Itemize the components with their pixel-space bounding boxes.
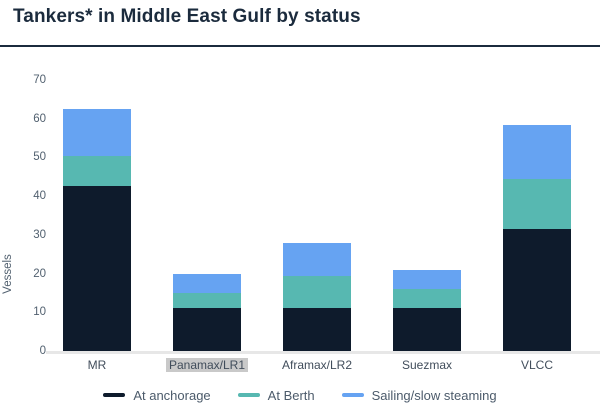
bar-segment [173,273,241,293]
page-title: Tankers* in Middle East Gulf by status [13,6,361,27]
bar-segment [393,308,461,351]
bar-segment [503,178,571,230]
y-axis-tick: 40 [33,190,46,203]
bar-segment [283,308,351,351]
bar-segment [63,109,131,156]
y-axis-tick: 50 [33,151,46,164]
x-axis-labels: MR Panamax/LR1 Aframax/LR2 Suezmax VLCC [55,357,595,373]
stacked-bar-chart: Vessels 0 10 20 30 40 50 60 70 MR Panamax/LR1 Afr… [0,60,600,380]
bar-segment [63,155,131,187]
plot-area [55,80,595,351]
legend-label: At anchorage [133,387,211,403]
legend-swatch-icon [103,393,126,397]
y-axis-tick: 10 [33,306,46,319]
bar-group [63,109,131,351]
x-axis-baseline [46,351,600,354]
y-axis-tick: 30 [33,228,46,241]
x-axis-label: Suezmax [401,358,453,372]
y-axis-tick: 60 [33,112,46,125]
x-axis-label: MR [87,358,107,372]
y-axis-tick: 0 [39,345,46,357]
legend-swatch-icon [237,393,260,397]
bar-group [173,273,241,351]
x-axis-label: Panamax/LR1 [152,357,262,373]
bar-segment [393,289,461,309]
chart-legend: At anchorage At Berth Sailing/slow steamin… [0,386,600,404]
bar-group [393,269,461,351]
bar-segment [503,124,571,179]
legend-item: At anchorage [103,387,211,403]
bar-segment [283,242,351,276]
legend-item: Sailing/slow steaming [341,387,497,403]
y-axis-tick: 70 [33,74,46,86]
x-axis-label: Aframax/LR2 [281,358,353,372]
legend-item: At Berth [237,387,315,403]
bar-group [503,124,571,351]
legend-label: Sailing/slow steaming [371,387,497,403]
bar-segment [63,186,131,351]
bar-group [283,242,351,351]
legend-swatch-icon [341,393,364,397]
bar-segment [283,275,351,309]
x-axis-label: VLCC [520,358,553,372]
y-axis-tick: 20 [33,267,46,280]
title-divider [0,45,600,47]
bar-segment [393,269,461,290]
bar-segment [173,292,241,309]
bar-segment [173,308,241,351]
bar-segment [503,229,571,351]
legend-label: At Berth [267,387,315,403]
